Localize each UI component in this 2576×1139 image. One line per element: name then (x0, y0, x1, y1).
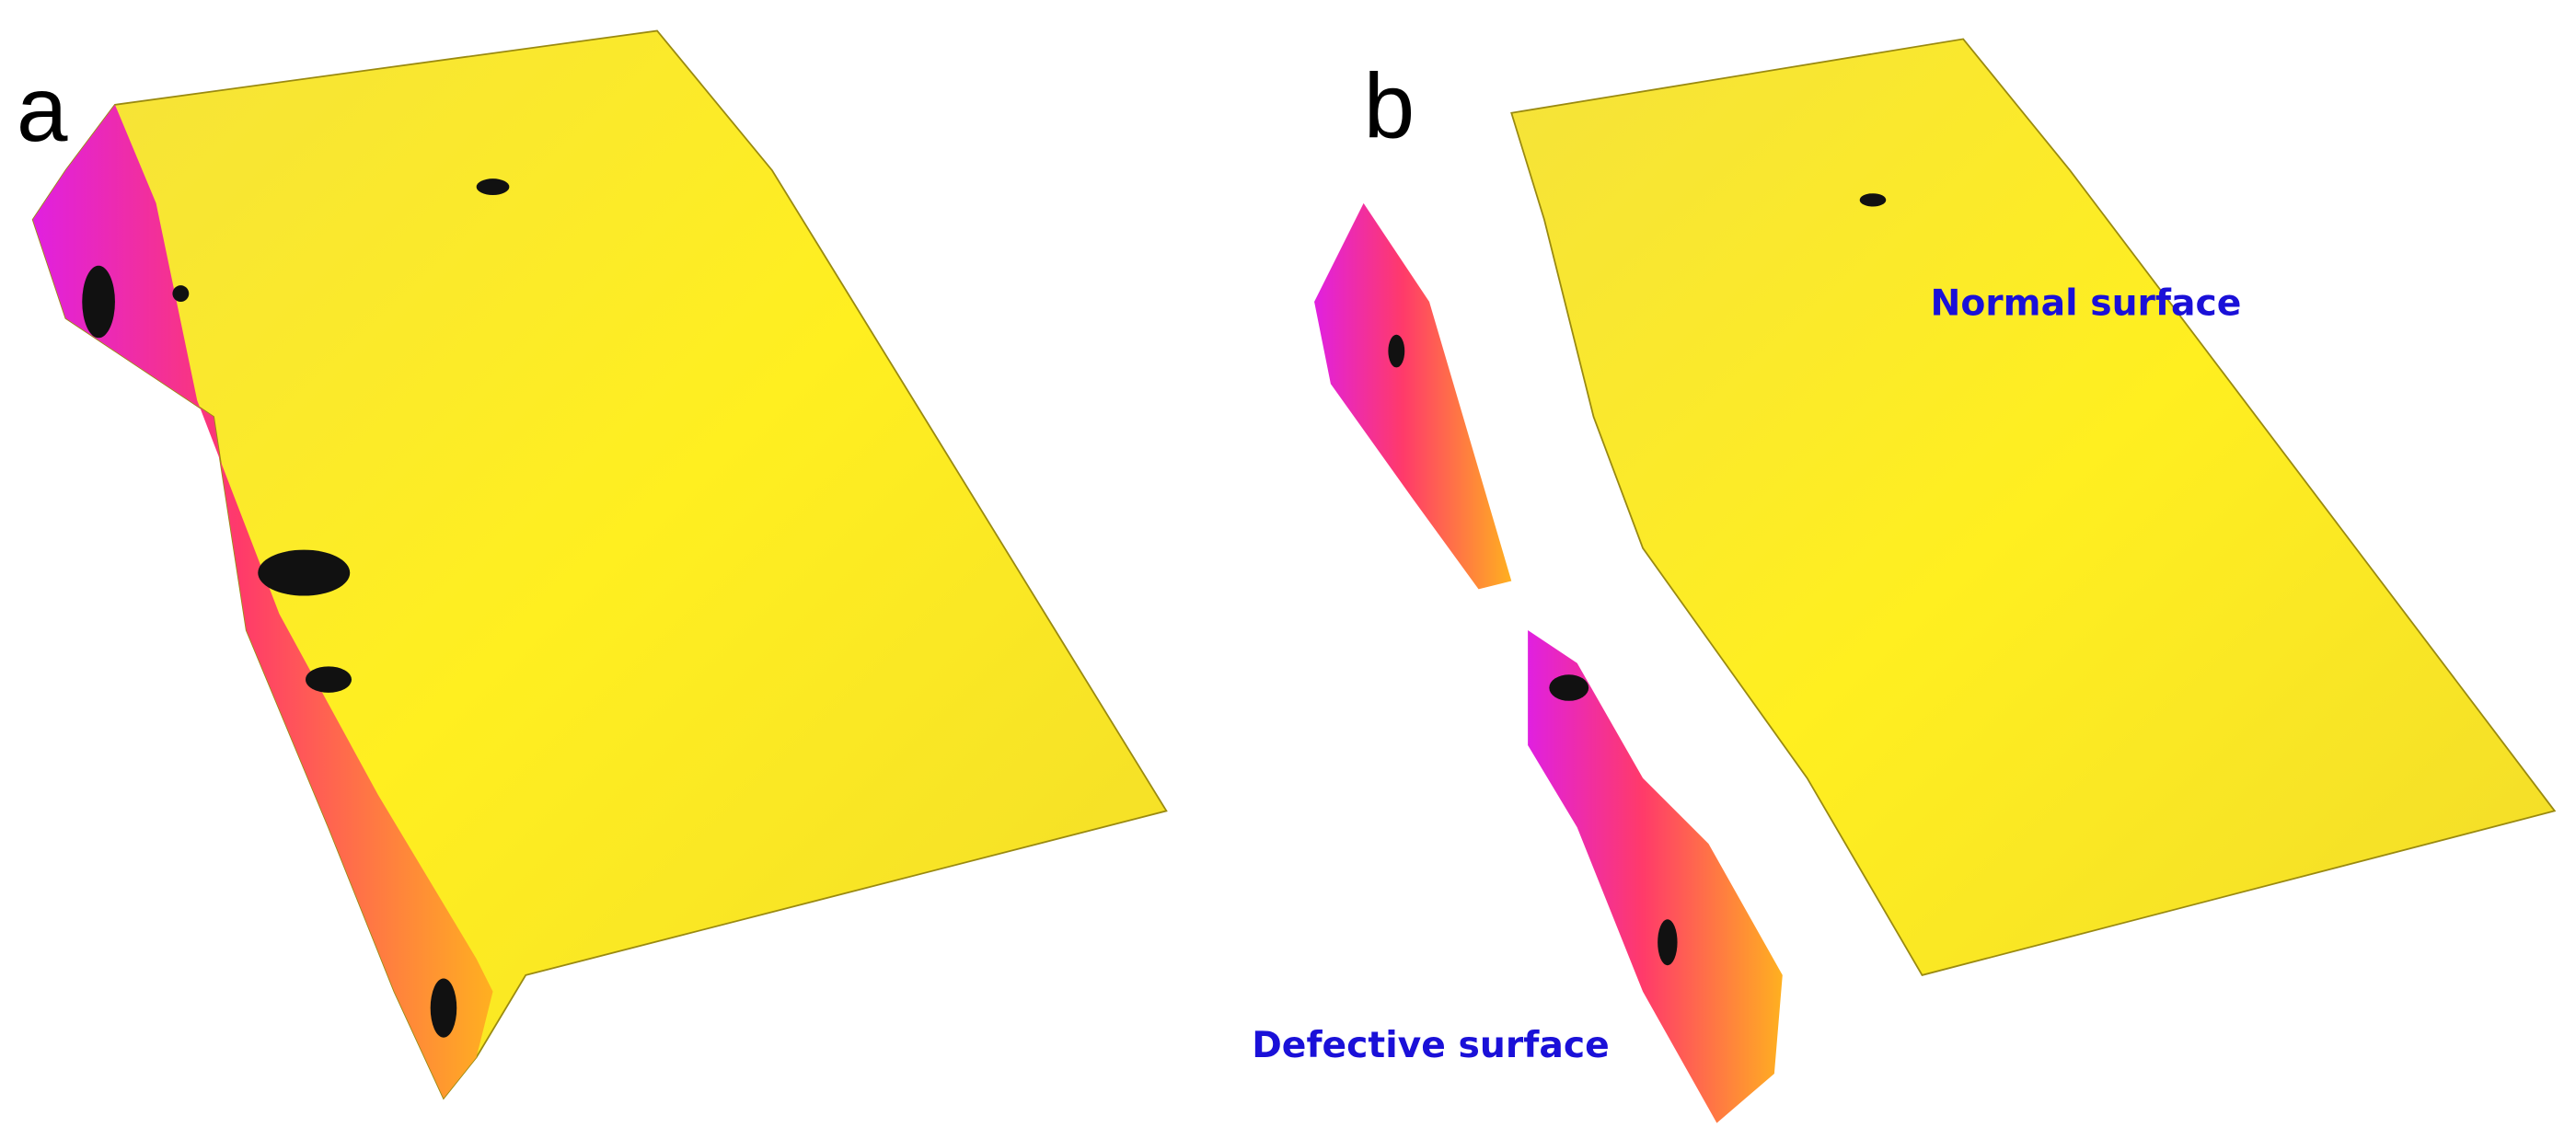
surface (31, 29, 1168, 1100)
defective-piece (1528, 630, 1783, 1123)
panel-b: b Normal surface Defective surface (1252, 38, 2557, 1123)
panel-label: a (17, 59, 68, 161)
defects (82, 178, 510, 1038)
normal-surface (1510, 38, 2557, 976)
panel-label: b (1364, 56, 1415, 158)
annotation: Normal surface (1930, 282, 2241, 324)
defects (1388, 193, 1887, 966)
annotation: Defective surface (1252, 1025, 1610, 1066)
defect-edge (32, 104, 493, 1099)
defective-piece (1314, 202, 1512, 590)
panel-a: a (17, 29, 1168, 1100)
